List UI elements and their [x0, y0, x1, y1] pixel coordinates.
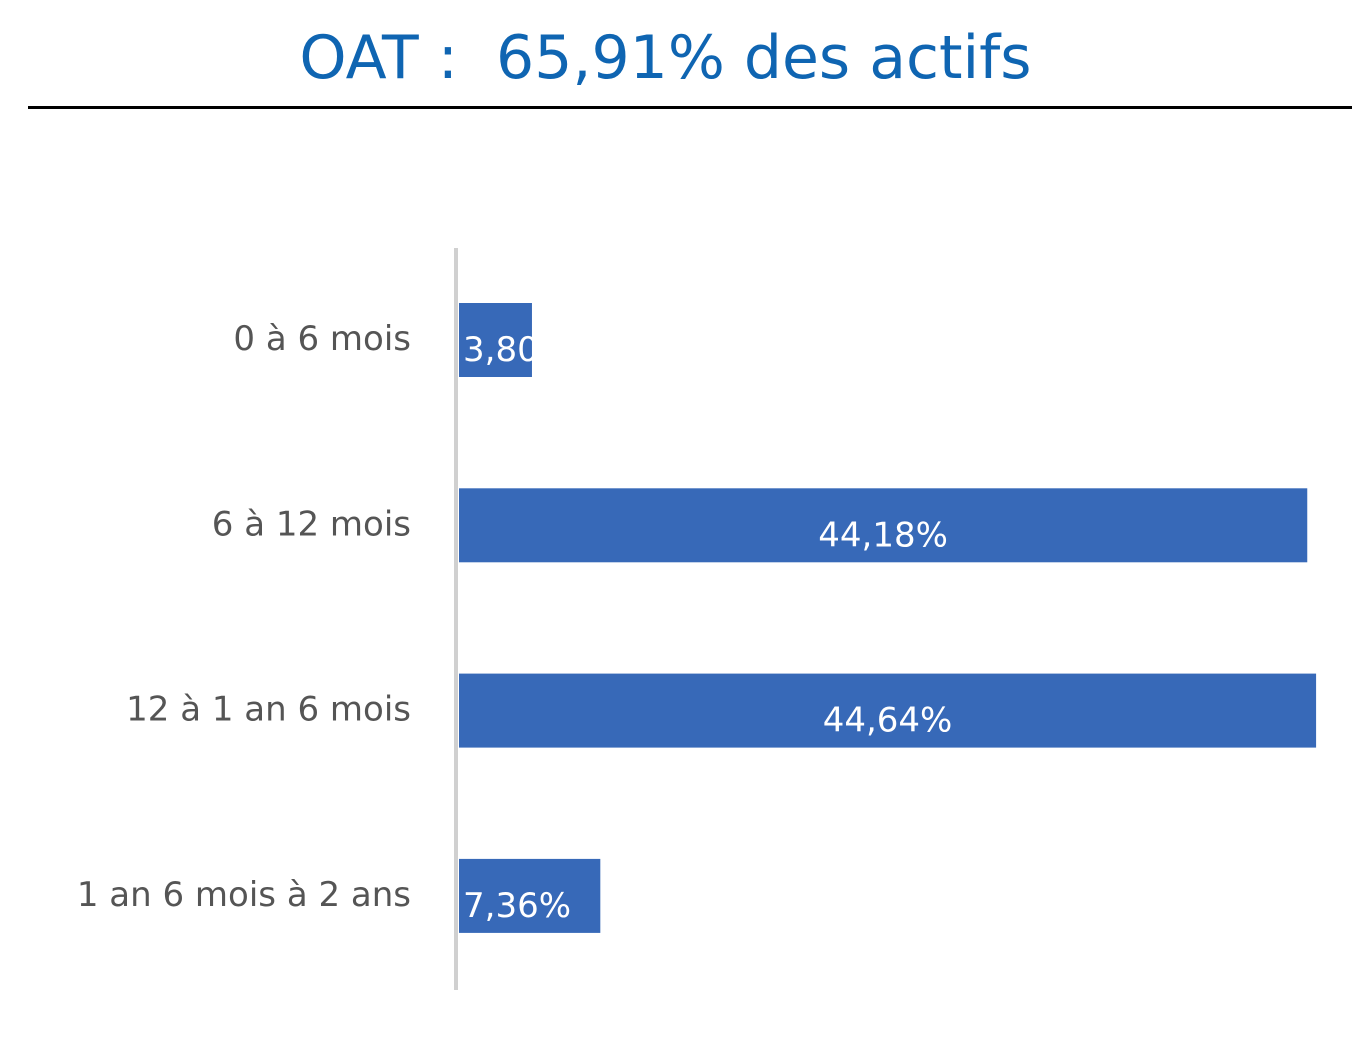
chart-title: OAT : 65,91% des actifs: [299, 23, 1032, 93]
title-underline: [28, 106, 1352, 109]
category-label-0: 0 à 6 mois: [233, 319, 411, 359]
category-label-1: 6 à 12 mois: [212, 504, 411, 544]
bars-layer: 3,80% 44,18% 44,64% 7,36%: [459, 303, 1317, 933]
category-labels: 0 à 6 mois 6 à 12 mois 12 à 1 an 6 mois 1 a…: [77, 319, 411, 915]
category-label-3: 1 an 6 mois à 2 ans: [77, 875, 411, 915]
bar-3: [459, 858, 601, 933]
bar-value-label-0: 3,80%: [463, 330, 571, 370]
category-label-2: 12 à 1 an 6 mois: [126, 690, 411, 730]
bar-value-label-3: 7,36%: [463, 886, 571, 926]
bar-1: [459, 488, 1308, 563]
bar-value-label-2: 44,64%: [823, 701, 953, 741]
bar-value-label-1: 44,18%: [818, 515, 948, 555]
bar-0: [459, 303, 532, 377]
bar-2: [459, 673, 1317, 748]
